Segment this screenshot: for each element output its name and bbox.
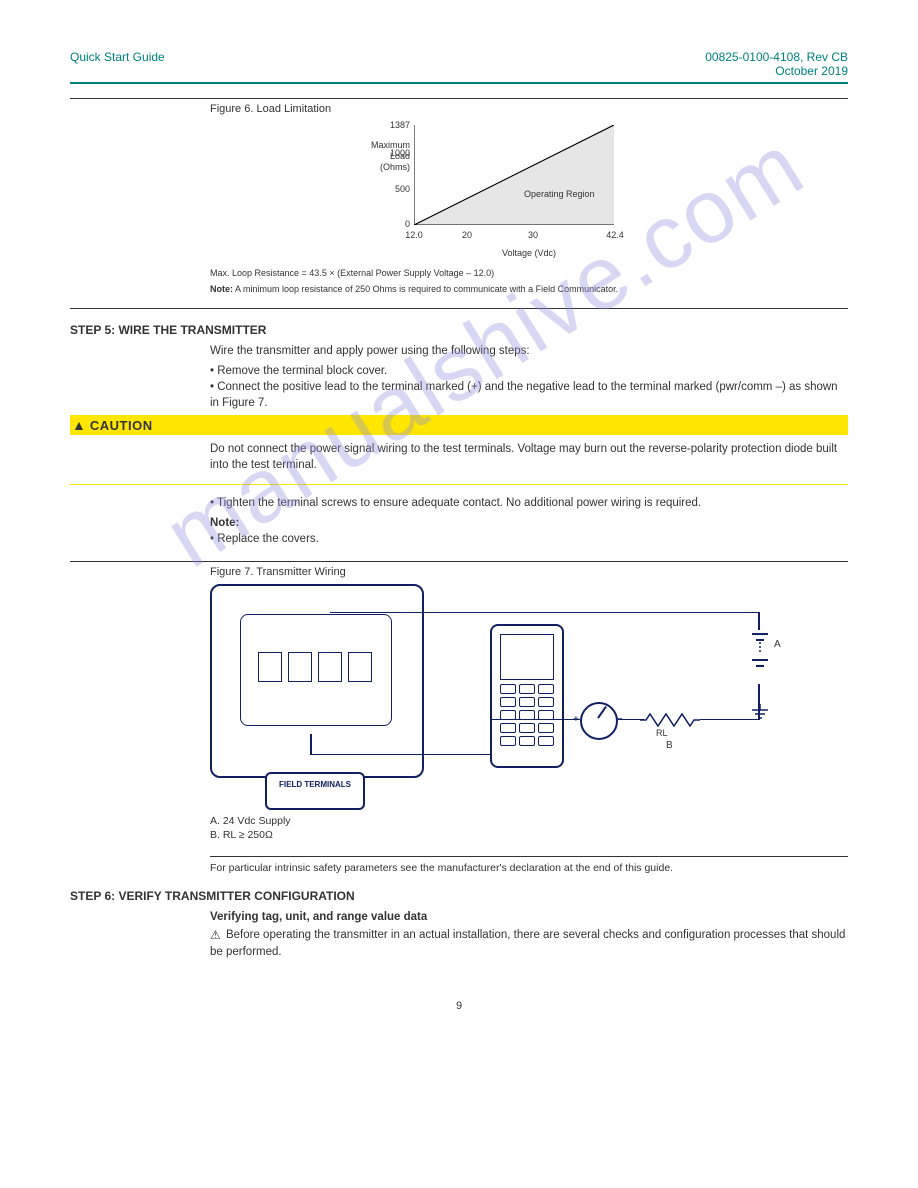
caption-a: A. 24 Vdc Supply	[210, 814, 848, 828]
operating-region-label: Operating Region	[524, 189, 595, 199]
bullet-2: • Connect the positive lead to the termi…	[210, 379, 848, 411]
current-meter-icon	[580, 702, 618, 740]
ground-icon	[750, 704, 770, 724]
load-resistor-icon	[640, 712, 700, 728]
bullet-1: • Remove the terminal block cover.	[210, 363, 848, 379]
header-date: October 2019	[705, 64, 848, 78]
caution-banner: ▲ CAUTION	[70, 415, 848, 435]
chart-formula: Max. Loop Resistance = 43.5 × (External …	[210, 268, 848, 278]
step-5-intro: Wire the transmitter and apply power usi…	[210, 343, 848, 359]
note-text: A minimum loop resistance of 250 Ohms is…	[235, 284, 618, 294]
page-number: 9	[70, 1000, 848, 1012]
xtick-42: 42.4	[600, 230, 630, 240]
warning-icon: ▲	[72, 417, 86, 433]
step-5-heading: STEP 5: WIRE THE TRANSMITTER	[70, 323, 848, 337]
header-left: Quick Start Guide	[70, 50, 165, 78]
xtick-30: 30	[518, 230, 548, 240]
hazard-icon: ⚠	[210, 927, 221, 944]
divider	[70, 561, 848, 562]
step-6-body: Before operating the transmitter in an a…	[210, 929, 845, 958]
bullet-4: • Replace the covers.	[210, 531, 848, 547]
power-supply-icon	[750, 624, 770, 684]
caution-text: Do not connect the power signal wiring t…	[210, 441, 848, 473]
resistor-label: RL	[656, 728, 668, 738]
divider	[70, 98, 848, 99]
page-header: Quick Start Guide 00825-0100-4108, Rev C…	[70, 50, 848, 84]
ytick-0: 0	[384, 219, 410, 229]
field-terminals-label: FIELD TERMINALS	[265, 772, 365, 810]
chart-note: Note: A minimum loop resistance of 250 O…	[210, 284, 848, 294]
load-limitation-chart: Maximum Load (Ohms) 1387 1000 500 0 12.0…	[414, 125, 644, 258]
field-communicator-icon	[490, 624, 564, 768]
figure-7-note: For particular intrinsic safety paramete…	[210, 861, 848, 875]
step-6-subheading: Verifying tag, unit, and range value dat…	[210, 911, 848, 923]
ytick-1387: 1387	[384, 120, 410, 130]
figure-6-title: Figure 6. Load Limitation	[210, 103, 848, 115]
note-label: Note:	[210, 284, 233, 294]
chart-xlabel: Voltage (Vdc)	[414, 248, 644, 258]
chart-ylabel-3: (Ohms)	[366, 162, 410, 173]
ytick-1000: 1000	[384, 148, 410, 158]
divider	[210, 856, 848, 857]
caption-b: B. RL ≥ 250Ω	[210, 828, 848, 842]
caution-divider	[70, 484, 848, 485]
header-doc-number: 00825-0100-4108, Rev CB	[705, 50, 848, 64]
caution-label: CAUTION	[90, 418, 153, 433]
ytick-500: 500	[384, 184, 410, 194]
figure-7-title: Figure 7. Transmitter Wiring	[210, 566, 848, 578]
wiring-diagram: FIELD TERMINALS	[210, 584, 820, 814]
bullet-3: • Tighten the terminal screws to ensure …	[210, 495, 848, 511]
xtick-20: 20	[452, 230, 482, 240]
xtick-12: 12.0	[399, 230, 429, 240]
step-5-note: Note:	[210, 515, 848, 531]
step-6-heading: STEP 6: VERIFY TRANSMITTER CONFIGURATION	[70, 889, 848, 903]
divider	[70, 308, 848, 309]
